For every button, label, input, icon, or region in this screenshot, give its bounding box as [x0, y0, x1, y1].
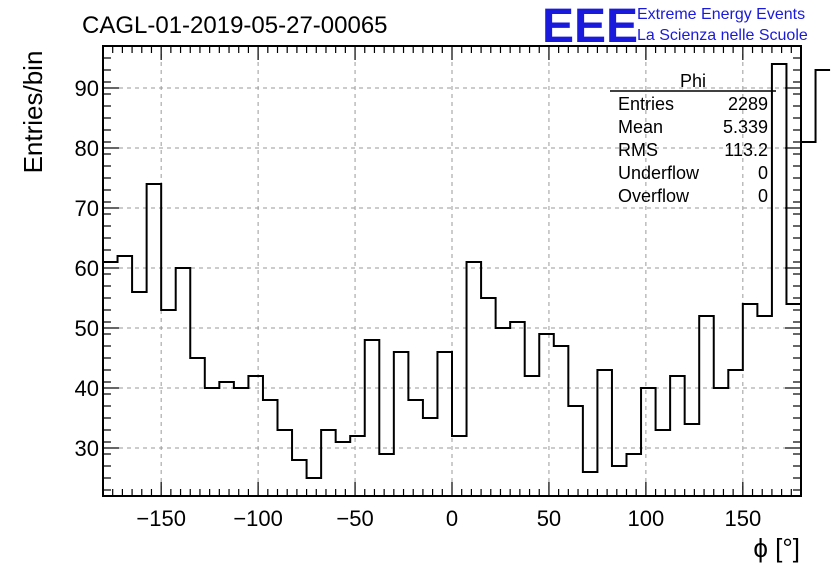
logo-line-1: Extreme Energy Events — [637, 6, 805, 23]
histogram-bin — [118, 256, 133, 496]
stats-value: 113.2 — [724, 140, 768, 160]
histogram-bin — [670, 376, 685, 496]
histogram-bin — [147, 184, 162, 496]
stats-title: Phi — [680, 71, 706, 91]
histogram-bin — [219, 382, 234, 496]
x-tick-label: −100 — [233, 506, 283, 531]
histogram-bin — [612, 466, 627, 496]
histogram-bin — [685, 424, 700, 496]
histogram-bin — [539, 334, 554, 496]
histogram-bin — [627, 454, 642, 496]
histogram-bin — [248, 376, 263, 496]
histogram-bin — [554, 346, 569, 496]
stats-label: Underflow — [618, 163, 700, 183]
histogram-bin — [278, 430, 293, 496]
histogram-bins — [103, 63, 831, 496]
y-tick-label: 90 — [75, 76, 99, 101]
x-tick-label: −150 — [136, 506, 186, 531]
stats-value: 0 — [758, 186, 768, 206]
histogram-bin — [132, 292, 147, 496]
histogram-bin — [772, 64, 787, 496]
histogram-bin — [234, 388, 249, 496]
histogram-bin — [510, 322, 525, 496]
stats-value: 0 — [758, 163, 768, 183]
histogram-bin — [568, 406, 583, 496]
axis-ticks — [103, 46, 801, 496]
histogram-bin — [757, 316, 772, 496]
histogram-bin — [394, 352, 409, 496]
histogram-bin — [583, 472, 598, 496]
x-tick-label: 150 — [724, 506, 761, 531]
histogram-bin — [597, 370, 612, 496]
y-tick-label: 80 — [75, 136, 99, 161]
logo: EEE Extreme Energy Events La Scienza nel… — [542, 0, 808, 53]
logo-mark: EEE — [542, 0, 638, 53]
stats-label: Mean — [618, 117, 663, 137]
histogram-bin — [336, 442, 351, 496]
stats-label: RMS — [618, 140, 658, 160]
histogram-bin — [365, 340, 380, 496]
histogram-outline — [103, 63, 831, 479]
histogram-bin — [307, 478, 322, 496]
histogram-bin — [103, 262, 118, 496]
y-tick-label: 50 — [75, 316, 99, 341]
histogram-bin — [801, 142, 816, 496]
histogram-bin — [292, 460, 307, 496]
y-tick-label: 30 — [75, 436, 99, 461]
x-tick-label: 50 — [537, 506, 561, 531]
chart-title: CAGL-01-2019-05-27-00065 — [82, 12, 388, 39]
logo-line-2: La Scienza nelle Scuole — [637, 27, 808, 44]
grid — [103, 46, 801, 496]
stats-box: Phi Entries 2289 Mean 5.339 RMS 113.2 Underflo… — [610, 71, 776, 206]
histogram-bin — [656, 430, 671, 496]
stats-label: Overflow — [618, 186, 690, 206]
histogram-bin — [350, 436, 365, 496]
histogram-bin — [321, 430, 336, 496]
histogram-bin — [496, 328, 511, 496]
histogram-bin — [379, 454, 394, 496]
stats-value: 2289 — [728, 94, 768, 114]
histogram-bin — [786, 304, 801, 496]
histogram-bin — [176, 268, 191, 496]
x-tick-labels: −150 −100 −50 0 50 100 150 — [136, 506, 761, 531]
x-tick-label: −50 — [336, 506, 373, 531]
y-tick-labels: 30 40 50 60 70 80 90 — [75, 76, 99, 461]
histogram-bin — [467, 262, 482, 496]
stats-label: Entries — [618, 94, 674, 114]
histogram-bin — [816, 70, 831, 496]
histogram-bin — [437, 352, 452, 496]
histogram-bin — [699, 316, 714, 496]
histogram-bin — [743, 304, 758, 496]
x-tick-label: 100 — [628, 506, 665, 531]
x-tick-label: 0 — [446, 506, 458, 531]
histogram-bin — [525, 376, 540, 496]
histogram-bin — [714, 388, 729, 496]
y-tick-label: 60 — [75, 256, 99, 281]
stats-value: 5.339 — [723, 117, 768, 137]
histogram-bin — [190, 358, 205, 496]
histogram-bin — [728, 370, 743, 496]
histogram-bin — [205, 388, 220, 496]
histogram-bin — [452, 436, 467, 496]
y-axis-title: Entries/bin — [18, 51, 48, 174]
plot-frame — [102, 45, 802, 497]
y-tick-label: 70 — [75, 196, 99, 221]
histogram-bin — [161, 310, 176, 496]
x-axis-title: ϕ [°] — [753, 533, 800, 563]
histogram-bin — [423, 418, 438, 496]
histogram-bin — [641, 388, 656, 496]
y-tick-label: 40 — [75, 376, 99, 401]
